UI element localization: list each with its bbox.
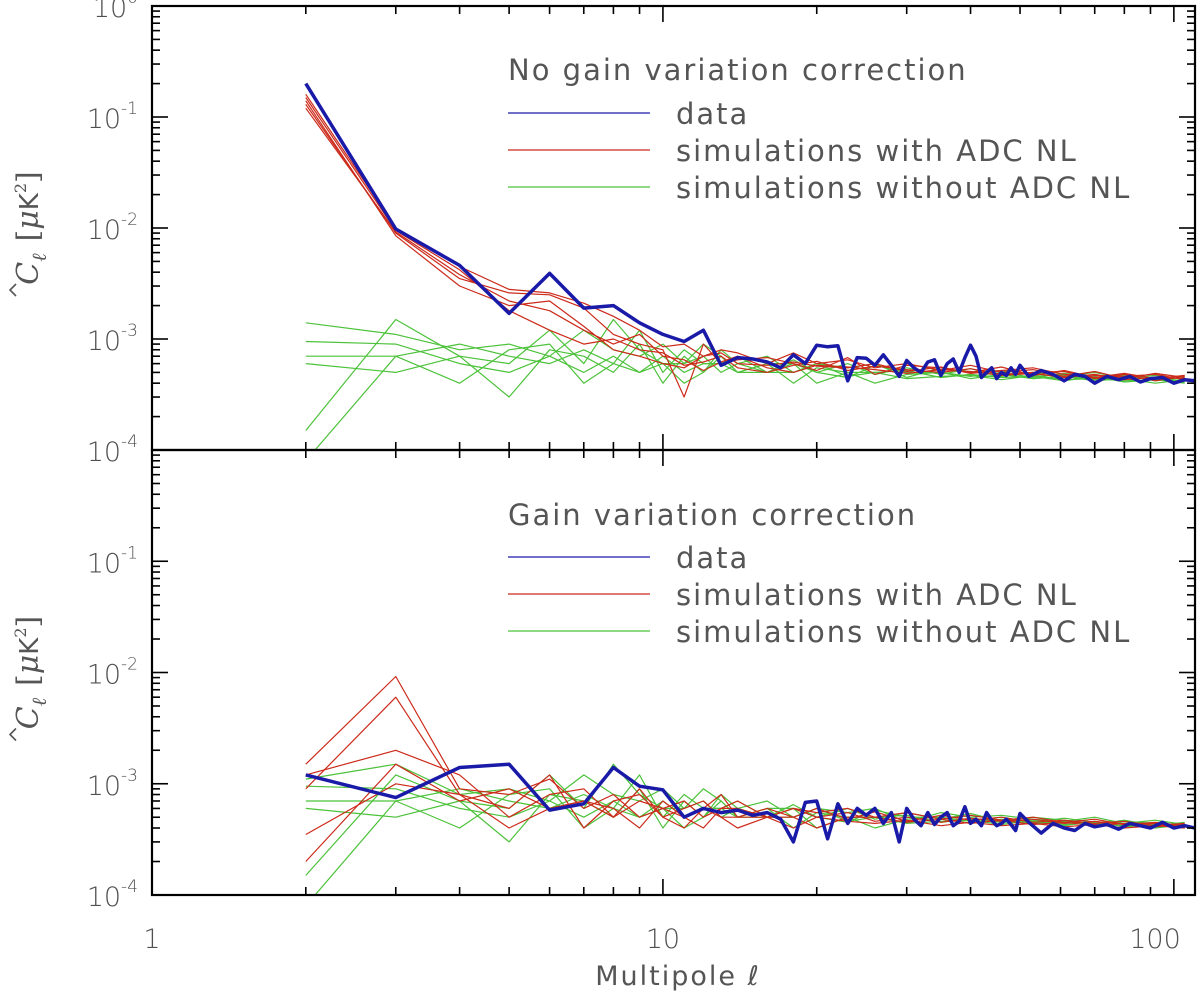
- legend-entry: data: [676, 97, 749, 131]
- series-line-sim-adc-3: [305, 749, 1185, 829]
- legend: No gain variation correctiondatasimulati…: [508, 53, 1131, 205]
- legend-title: No gain variation correction: [508, 53, 968, 87]
- series-line-sim-adc-3: [305, 100, 1185, 381]
- legend-entry: simulations without ADC NL: [676, 615, 1131, 649]
- legend-entry: simulations without ADC NL: [676, 171, 1131, 205]
- legend-entry: simulations with ADC NL: [676, 134, 1078, 168]
- legend-entry: data: [676, 541, 749, 575]
- series-line-sim-noadc-3: [314, 774, 1185, 895]
- panel-bottom: 10-1 10-2 10-3 10-4 Cℓ[μK2] Gain variation co…: [8, 448, 1197, 955]
- series-line-sim-adc-1: [305, 675, 1185, 827]
- x-tick-label: 100: [1129, 924, 1181, 955]
- series-line-sim-noadc-3: [314, 329, 1185, 450]
- series-line-sim-adc-5: [305, 107, 1185, 381]
- y-tick-label: 10-3: [87, 321, 138, 357]
- y-tick-label: 10-4: [87, 432, 138, 468]
- legend-title: Gain variation correction: [508, 498, 917, 532]
- legend-entry: simulations with ADC NL: [676, 578, 1078, 612]
- series-line-data: [305, 762, 1195, 844]
- panel-top: 100 10-1 10-2 10-3 10-4 Cℓ[μK2] No gain variat…: [8, 0, 1197, 468]
- y-tick-label: 10-3: [87, 766, 138, 802]
- hat-accent: [8, 727, 17, 742]
- series-group: [304, 82, 1195, 450]
- series-line-sim-noadc-1: [305, 322, 1185, 381]
- y-tick-label: 10-1: [87, 99, 138, 135]
- y-tick-label: 10-2: [87, 210, 138, 246]
- y-axis-label: Cℓ[μK2]: [11, 171, 51, 285]
- series-line-sim-noadc-6: [305, 340, 1185, 384]
- x-axis-label: Multipole ℓ: [595, 961, 761, 992]
- series-line-sim-adc-5: [305, 783, 1185, 836]
- axes-frame: [150, 448, 1197, 897]
- y-axis-label: Cℓ[μK2]: [11, 616, 51, 730]
- series-line-sim-adc-2: [305, 696, 1185, 829]
- y-tick-label: 10-4: [87, 877, 138, 913]
- y-tick-label: 100: [93, 0, 138, 24]
- legend: Gain variation correctiondatasimulations…: [508, 498, 1131, 649]
- x-tick-label: 10: [646, 924, 680, 955]
- series-line-data: [304, 82, 1195, 385]
- y-tick-label: 10-2: [87, 655, 138, 691]
- y-tick-label: 10-1: [87, 543, 138, 579]
- series-group: [305, 675, 1195, 895]
- x-tick-label: 1: [143, 924, 160, 955]
- hat-accent: [8, 283, 17, 297]
